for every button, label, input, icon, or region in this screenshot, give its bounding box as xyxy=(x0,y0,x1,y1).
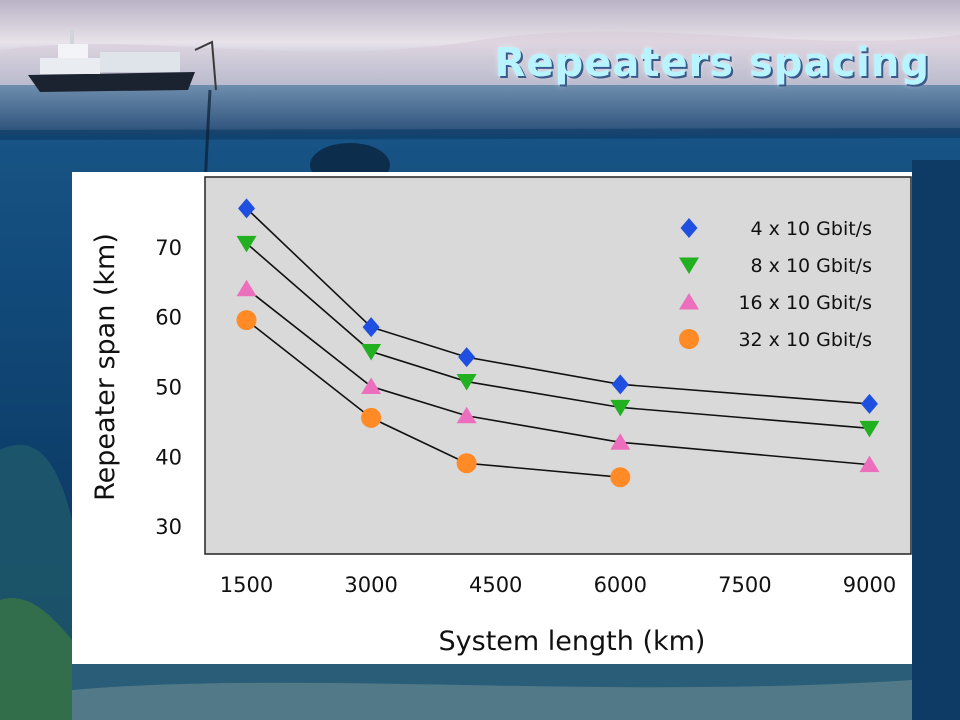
point-16-x-10-gbit-s xyxy=(610,433,631,450)
plot-area xyxy=(204,176,912,555)
series-line-32-x-10-gbit-s xyxy=(246,319,621,479)
legend-label: 4 x 10 Gbit/s xyxy=(751,218,872,240)
y-axis-label: Repeater span (km) xyxy=(90,233,121,501)
legend-label: 8 x 10 Gbit/s xyxy=(751,255,872,277)
slide-title: Repeaters spacing xyxy=(494,40,930,86)
point-4-x-10-gbit-s xyxy=(362,317,380,338)
y-tick-label: 70 xyxy=(155,236,182,260)
point-16-x-10-gbit-s xyxy=(859,455,880,473)
legend-marker xyxy=(679,257,699,274)
point-32-x-10-gbit-s xyxy=(361,407,382,428)
point-4-x-10-gbit-s xyxy=(458,347,476,368)
legend-marker xyxy=(679,293,699,310)
series-markers xyxy=(236,198,880,488)
chart-legend: 4 x 10 Gbit/s 8 x 10 Gbit/s 16 x 10 Gbit/s… xyxy=(679,218,872,351)
point-16-x-10-gbit-s xyxy=(236,279,257,297)
point-4-x-10-gbit-s xyxy=(611,374,629,395)
x-tick-label: 7500 xyxy=(718,573,771,597)
y-tick-label: 30 xyxy=(155,515,182,539)
point-8-x-10-gbit-s xyxy=(236,235,257,253)
point-16-x-10-gbit-s xyxy=(456,406,477,424)
x-tick-label: 4500 xyxy=(469,573,522,597)
x-tick-label: 9000 xyxy=(843,573,896,597)
x-axis-label: System length (km) xyxy=(439,626,706,657)
y-tick-label: 40 xyxy=(155,445,182,469)
y-tick-labels: 30 40 50 60 70 xyxy=(155,236,182,539)
point-8-x-10-gbit-s xyxy=(456,374,477,391)
point-16-x-10-gbit-s xyxy=(361,377,382,394)
point-8-x-10-gbit-s xyxy=(610,399,631,417)
legend-marker xyxy=(679,329,699,349)
x-tick-label: 6000 xyxy=(594,573,647,597)
point-8-x-10-gbit-s xyxy=(859,420,880,438)
point-32-x-10-gbit-s xyxy=(236,310,257,331)
point-8-x-10-gbit-s xyxy=(361,344,382,361)
repeater-span-chart: 30 40 50 60 70 1500 3000 4500 6000 7500 9000 4 x … xyxy=(90,176,912,657)
y-tick-label: 50 xyxy=(155,375,182,399)
x-tick-label: 3000 xyxy=(344,573,397,597)
chart-card: 30 40 50 60 70 1500 3000 4500 6000 7500 9000 4 x … xyxy=(72,172,912,664)
x-tick-labels: 1500 3000 4500 6000 7500 9000 xyxy=(220,573,896,597)
point-32-x-10-gbit-s xyxy=(610,467,631,488)
point-32-x-10-gbit-s xyxy=(456,453,477,474)
y-tick-label: 60 xyxy=(155,306,182,330)
legend-marker xyxy=(680,218,698,238)
x-tick-label: 1500 xyxy=(220,573,273,597)
legend-label: 32 x 10 Gbit/s xyxy=(738,329,872,351)
legend-label: 16 x 10 Gbit/s xyxy=(738,292,872,314)
ship-icon xyxy=(28,30,217,92)
point-4-x-10-gbit-s xyxy=(238,198,256,219)
point-4-x-10-gbit-s xyxy=(860,393,878,414)
